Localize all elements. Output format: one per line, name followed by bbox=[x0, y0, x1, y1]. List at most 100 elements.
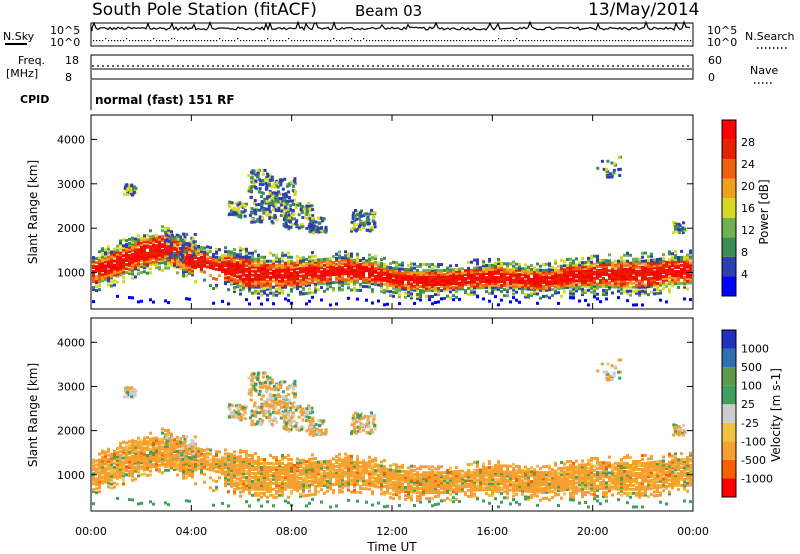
power-cell bbox=[107, 277, 110, 281]
velocity-cell bbox=[245, 471, 248, 475]
power-cell bbox=[263, 285, 266, 289]
power-cell bbox=[620, 263, 623, 267]
velocity-cell bbox=[104, 452, 107, 456]
power-cell bbox=[569, 265, 572, 269]
power-cell bbox=[539, 280, 542, 284]
power-cell bbox=[311, 277, 314, 281]
velocity-cell bbox=[245, 458, 248, 462]
velocity-cell bbox=[167, 446, 170, 450]
power-cell bbox=[560, 286, 563, 290]
power-cell bbox=[632, 275, 635, 279]
power-cell bbox=[656, 291, 659, 295]
power-cell bbox=[587, 276, 590, 280]
power-cell bbox=[569, 261, 572, 265]
power-cell bbox=[452, 280, 455, 284]
power-cell bbox=[197, 261, 200, 265]
power-cell bbox=[261, 216, 265, 220]
velocity-cell bbox=[101, 461, 104, 465]
nsearch-dot bbox=[672, 40, 674, 42]
power-cell bbox=[215, 267, 218, 271]
velocity-cell bbox=[152, 458, 155, 462]
velocity-cell bbox=[104, 470, 107, 474]
power-cell bbox=[167, 234, 170, 238]
velocity-cell bbox=[149, 500, 152, 504]
velocity-cell bbox=[182, 434, 185, 438]
power-cell bbox=[662, 257, 665, 261]
power-cell bbox=[152, 242, 155, 246]
velocity-cell bbox=[164, 429, 167, 433]
power-cell bbox=[608, 253, 611, 257]
power-cell bbox=[149, 247, 152, 251]
power-cell bbox=[650, 284, 653, 288]
power-cell bbox=[569, 267, 572, 271]
power-cell bbox=[271, 194, 275, 198]
power-cell bbox=[245, 298, 248, 302]
power-cell bbox=[254, 273, 257, 277]
power-cell bbox=[683, 285, 686, 289]
nsearch-dot bbox=[462, 40, 464, 42]
power-cell bbox=[285, 184, 289, 188]
velocity-cell bbox=[140, 451, 143, 455]
power-cell bbox=[383, 264, 386, 268]
power-cell bbox=[497, 267, 500, 271]
power-cell bbox=[362, 281, 365, 285]
power-cell bbox=[182, 250, 185, 254]
power-cell bbox=[431, 295, 434, 299]
power-cell bbox=[300, 210, 304, 214]
power-cell bbox=[245, 253, 248, 257]
power-cell bbox=[560, 282, 563, 286]
velocity-cell bbox=[125, 441, 128, 445]
power-cell bbox=[431, 285, 434, 289]
power-cell bbox=[131, 264, 134, 268]
velocity-cell bbox=[143, 454, 146, 458]
velocity-cell bbox=[98, 472, 101, 476]
velocity-cell bbox=[107, 479, 110, 483]
power-cell bbox=[293, 179, 297, 183]
power-cell bbox=[305, 207, 309, 211]
power-cell bbox=[182, 246, 185, 250]
velocity-cell bbox=[296, 487, 299, 491]
power-cell bbox=[278, 259, 281, 263]
power-cell bbox=[116, 280, 119, 284]
power-cell bbox=[359, 284, 362, 288]
velocity-cell bbox=[206, 463, 209, 467]
nsearch-dot bbox=[297, 40, 299, 42]
power-cell bbox=[629, 269, 632, 273]
velocity-cell bbox=[257, 491, 260, 495]
power-cell bbox=[602, 281, 605, 285]
nsearch-dot bbox=[405, 40, 407, 42]
power-cell bbox=[578, 277, 581, 281]
power-cell bbox=[428, 289, 431, 293]
power-cell bbox=[416, 274, 419, 278]
power-cell bbox=[236, 253, 239, 257]
power-cell bbox=[500, 286, 503, 290]
power-cell bbox=[227, 278, 230, 282]
power-cell bbox=[161, 261, 164, 265]
power-cell bbox=[536, 284, 539, 288]
power-cell bbox=[254, 173, 258, 177]
power-cell bbox=[590, 276, 593, 280]
power-cell bbox=[237, 215, 241, 219]
power-cell bbox=[92, 280, 95, 284]
power-cell bbox=[641, 259, 644, 263]
velocity-cell bbox=[215, 460, 218, 464]
velocity-cell bbox=[149, 449, 152, 453]
power-cell bbox=[455, 269, 458, 273]
power-cell bbox=[602, 277, 605, 281]
power-cell bbox=[200, 249, 203, 253]
power-cell bbox=[380, 286, 383, 290]
power-cell bbox=[288, 216, 292, 220]
power-cell bbox=[533, 266, 536, 270]
velocity-cell bbox=[125, 455, 128, 459]
power-cell bbox=[605, 285, 608, 289]
power-cell bbox=[461, 281, 464, 285]
power-cell bbox=[218, 274, 221, 278]
power-cell bbox=[350, 262, 353, 266]
power-cell bbox=[110, 264, 113, 268]
power-cell bbox=[554, 275, 557, 279]
power-cell bbox=[273, 185, 277, 189]
power-cell bbox=[369, 228, 373, 232]
power-cell bbox=[392, 280, 395, 284]
power-cell bbox=[647, 269, 650, 273]
power-cell bbox=[301, 204, 305, 208]
